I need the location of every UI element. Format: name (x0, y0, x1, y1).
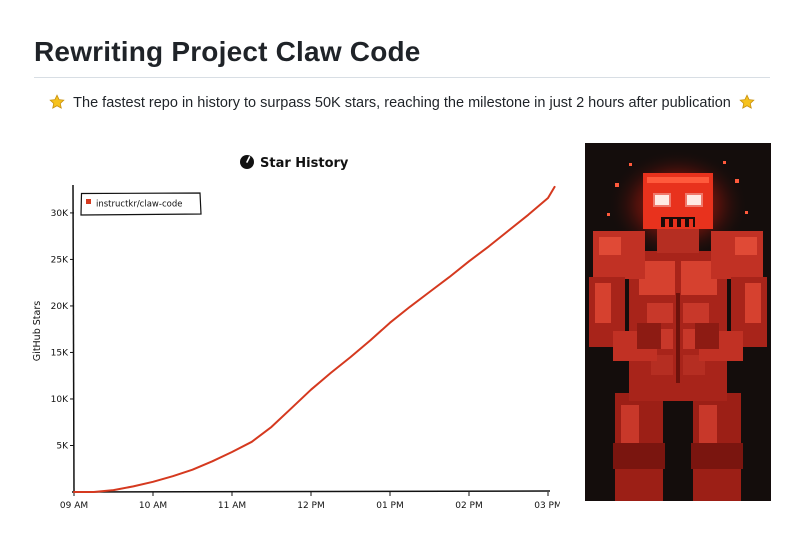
x-tick-label: 11 AM (218, 501, 246, 511)
legend-box (80, 192, 202, 216)
y-axis-line (72, 184, 75, 493)
clock-icon (240, 155, 254, 169)
tagline-text: The fastest repo in history to surpass 5… (73, 95, 731, 111)
pixel-robot-image (585, 143, 771, 501)
x-tick-label: 02 PM (455, 501, 483, 511)
legend-entry: instructkr/claw-code (96, 200, 182, 210)
chart-title: Star History (260, 156, 349, 171)
y-tick-label: 15K (51, 348, 69, 358)
x-tick-label: 01 PM (376, 501, 404, 511)
x-tick-label: 09 AM (60, 501, 88, 511)
y-tick-label: 20K (51, 302, 69, 312)
x-axis-line (71, 490, 551, 493)
title-divider (34, 77, 770, 78)
x-ticks: 09 AM 10 AM 11 AM 12 PM 01 PM 02 PM 03 PM (60, 492, 562, 511)
star-history-chart: Star History GitHub Stars 5K 10K 15K 20K 25K… (20, 145, 562, 515)
y-tick-label: 25K (51, 255, 69, 265)
legend-swatch (86, 199, 91, 204)
robot-illustration (585, 143, 771, 501)
y-tick-label: 5K (56, 441, 69, 451)
chart-legend: instructkr/claw-code (80, 192, 202, 216)
tagline: The fastest repo in history to surpass 5… (34, 94, 770, 111)
y-tick-label: 10K (51, 395, 69, 405)
star-emoji-icon (739, 94, 755, 109)
series-line-claw-code (73, 185, 556, 493)
star-emoji-icon (49, 94, 65, 109)
page-title: Rewriting Project Claw Code (34, 36, 421, 67)
x-tick-label: 03 PM (534, 501, 560, 511)
y-tick-label: 30K (51, 209, 69, 219)
y-ticks: 5K 10K 15K 20K 25K 30K (51, 209, 74, 451)
chart-title-group: Star History (240, 155, 349, 171)
star-history-svg: Star History GitHub Stars 5K 10K 15K 20K 25K… (32, 155, 562, 511)
x-tick-label: 12 PM (297, 501, 325, 511)
y-axis-label: GitHub Stars (32, 301, 43, 361)
x-tick-label: 10 AM (139, 501, 167, 511)
